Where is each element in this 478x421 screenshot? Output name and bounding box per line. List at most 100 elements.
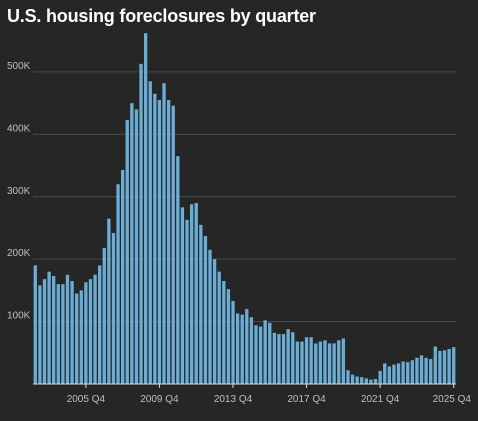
y-axis-tick-labels: 100K 200K 300K 400K 500K bbox=[7, 61, 31, 322]
bar bbox=[286, 329, 290, 384]
bar bbox=[185, 219, 189, 384]
bar bbox=[364, 378, 368, 384]
bar bbox=[102, 247, 106, 384]
bar bbox=[350, 374, 355, 384]
bar bbox=[38, 285, 42, 384]
bar bbox=[314, 343, 318, 384]
bar bbox=[447, 349, 451, 384]
bar bbox=[415, 357, 419, 384]
bar bbox=[180, 207, 185, 384]
bar bbox=[226, 289, 231, 384]
bar bbox=[121, 169, 125, 384]
bar bbox=[130, 103, 134, 384]
bar bbox=[125, 119, 129, 385]
bar bbox=[392, 364, 396, 384]
bar bbox=[52, 276, 56, 384]
chart-title: U.S. housing foreclosures by quarter bbox=[7, 6, 316, 26]
bar bbox=[277, 334, 281, 384]
bar bbox=[300, 341, 304, 384]
bar bbox=[235, 313, 240, 384]
bar bbox=[249, 317, 254, 384]
bar bbox=[272, 332, 277, 384]
bar bbox=[327, 343, 332, 384]
bar bbox=[222, 281, 226, 384]
bar bbox=[171, 105, 175, 384]
bar bbox=[309, 337, 313, 384]
bar bbox=[433, 346, 437, 384]
bar bbox=[116, 184, 120, 384]
x-tick-label: 2013 Q4 bbox=[214, 394, 253, 405]
bar bbox=[79, 290, 83, 384]
bar bbox=[176, 156, 180, 384]
x-tick-label: 2017 Q4 bbox=[287, 394, 326, 405]
bar bbox=[383, 363, 387, 384]
bar bbox=[56, 284, 60, 384]
bar bbox=[33, 265, 37, 384]
bar bbox=[157, 100, 162, 385]
y-tick-label: 500K bbox=[7, 61, 31, 72]
bar bbox=[107, 218, 111, 384]
bar bbox=[268, 322, 272, 384]
bar bbox=[231, 300, 235, 384]
x-tick-label: 2005 Q4 bbox=[67, 394, 106, 405]
bar bbox=[295, 341, 300, 384]
bar bbox=[189, 204, 194, 384]
bar bbox=[346, 370, 350, 384]
bar bbox=[84, 282, 88, 384]
gridlines bbox=[33, 71, 456, 323]
bar bbox=[355, 376, 359, 384]
bar bbox=[93, 274, 97, 384]
bar bbox=[387, 366, 391, 384]
bar bbox=[254, 325, 258, 384]
bar bbox=[75, 293, 79, 384]
bar bbox=[65, 274, 70, 384]
bar bbox=[212, 259, 217, 384]
bar bbox=[203, 236, 208, 384]
bar bbox=[332, 343, 336, 384]
bar bbox=[240, 314, 244, 384]
bar bbox=[47, 271, 51, 384]
bar bbox=[194, 203, 198, 384]
bar bbox=[111, 232, 116, 384]
bar bbox=[166, 100, 171, 385]
x-tick-label: 2021 Q4 bbox=[361, 394, 400, 405]
bar bbox=[70, 281, 74, 384]
bar bbox=[291, 332, 295, 384]
bar bbox=[396, 363, 401, 384]
bar bbox=[419, 355, 424, 384]
bar bbox=[162, 83, 166, 385]
bar bbox=[258, 326, 263, 384]
bar bbox=[208, 249, 212, 384]
bar bbox=[263, 320, 267, 384]
bar bbox=[323, 340, 327, 384]
bar bbox=[369, 379, 373, 384]
bar bbox=[337, 340, 341, 384]
bar bbox=[199, 224, 203, 384]
bar bbox=[373, 379, 378, 384]
bar bbox=[139, 63, 143, 384]
bar bbox=[143, 33, 148, 384]
bar bbox=[429, 359, 433, 384]
bar bbox=[438, 350, 442, 384]
bar bbox=[98, 265, 102, 384]
bar bbox=[217, 271, 221, 384]
bar bbox=[153, 93, 157, 384]
bar bbox=[452, 347, 456, 384]
y-tick-label: 100K bbox=[7, 311, 31, 322]
y-tick-label: 400K bbox=[7, 123, 31, 134]
bar bbox=[245, 309, 249, 384]
bar bbox=[88, 279, 93, 384]
bar bbox=[406, 362, 410, 384]
bar bbox=[281, 334, 286, 384]
bar bbox=[360, 377, 364, 384]
bar bbox=[61, 284, 65, 384]
bars bbox=[33, 33, 456, 385]
y-tick-label: 300K bbox=[7, 186, 31, 197]
bar bbox=[378, 370, 382, 384]
bar bbox=[401, 361, 405, 384]
bar bbox=[341, 338, 346, 384]
x-axis-ticks: 2005 Q4 2009 Q4 2013 Q4 2017 Q4 2021 Q4 2025 … bbox=[67, 384, 471, 405]
bar bbox=[318, 341, 323, 384]
y-tick-label: 200K bbox=[7, 248, 31, 259]
